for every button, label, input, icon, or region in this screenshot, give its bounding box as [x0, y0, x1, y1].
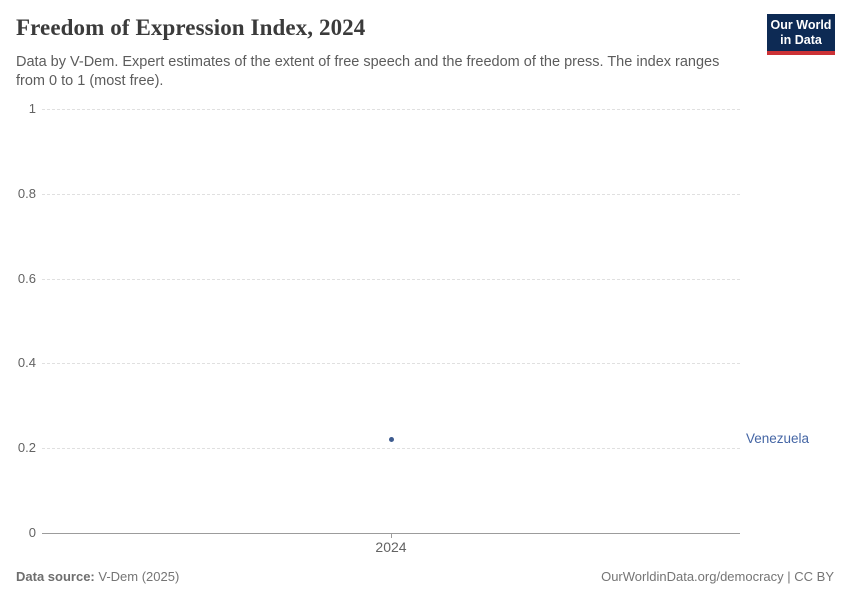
- owid-logo-line1: Our World: [770, 18, 832, 32]
- gridline-1: [42, 109, 740, 110]
- y-tick-label-0.8: 0.8: [17, 185, 36, 201]
- y-tick-label-0.6: 0.6: [17, 270, 36, 286]
- gridline-0.4: [42, 363, 740, 365]
- gridline-0.8: [42, 193, 740, 195]
- owid-logo-line2: in Data: [780, 32, 822, 47]
- gridline-0.2: [42, 448, 740, 450]
- owid-logo[interactable]: Our World in Data: [767, 14, 835, 55]
- attribution-separator: |: [783, 569, 795, 584]
- chart-subtitle: Data by V-Dem. Expert estimates of the e…: [16, 54, 720, 90]
- attribution: OurWorldinData.org/democracy | CC BY: [601, 569, 834, 584]
- data-source-value: V-Dem (2025): [98, 569, 180, 584]
- data-point-venezuela[interactable]: [388, 437, 394, 443]
- data-source: Data source: V-Dem (2025): [16, 569, 179, 584]
- y-tick-label-0.2: 0.2: [17, 440, 36, 456]
- entity-label-venezuela[interactable]: Venezuela: [746, 430, 810, 446]
- chart-title: Freedom of Expression Index, 2024: [16, 15, 366, 40]
- y-tick-label-0.4: 0.4: [17, 355, 36, 371]
- data-source-label: Data source:: [16, 569, 95, 584]
- attribution-license[interactable]: CC BY: [794, 569, 834, 584]
- attribution-url[interactable]: OurWorldinData.org/democracy: [601, 569, 784, 584]
- x-axis-tick: [390, 533, 392, 538]
- y-tick-label-1: 1: [28, 101, 36, 116]
- x-tick-label: 2024: [375, 539, 407, 555]
- y-tick-label-0: 0: [28, 525, 36, 540]
- gridline-0.6: [42, 278, 740, 280]
